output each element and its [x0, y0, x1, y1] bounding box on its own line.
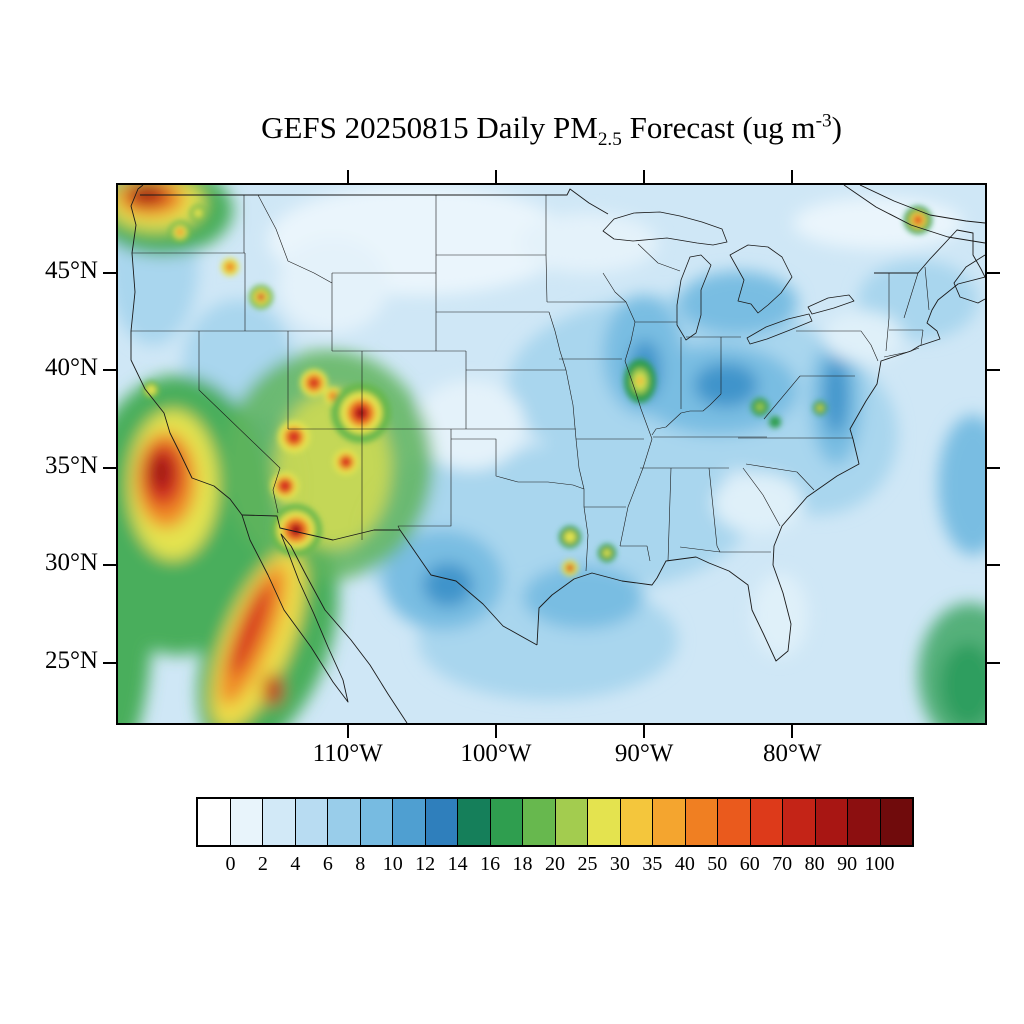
colorbar-tick-label: 30 — [609, 853, 630, 875]
pm25-map — [118, 185, 985, 723]
colorbar-cell — [880, 799, 912, 845]
colorbar-cell — [620, 799, 653, 845]
lat-tick-right — [987, 564, 1000, 567]
colorbar-cell — [815, 799, 848, 845]
colorbar-cell — [718, 799, 751, 845]
colorbar-cell — [555, 799, 588, 845]
title-suffix: ) — [831, 110, 842, 145]
colorbar-tick-label: 20 — [545, 853, 565, 875]
title-subscript: 2.5 — [597, 129, 622, 151]
colorbar-cell — [328, 799, 361, 845]
colorbar-cell — [523, 799, 556, 845]
colorbar-tick-label: 90 — [837, 853, 858, 875]
colorbar-cell — [458, 799, 491, 845]
pm25-field-washes — [118, 185, 985, 723]
lon-tick-bottom — [346, 725, 349, 738]
colorbar-cell — [750, 799, 783, 845]
colorbar-tick-label: 50 — [707, 853, 728, 875]
colorbar-cell — [198, 799, 231, 845]
lat-tick-left — [103, 661, 116, 664]
colorbar-tick-label: 70 — [772, 853, 793, 875]
colorbar-tick-label: 25 — [577, 853, 598, 875]
colorbar-tick-label: 100 — [864, 853, 895, 875]
title-prefix: GEFS 20250815 Daily PM — [261, 110, 598, 145]
colorbar — [196, 797, 914, 847]
lakes-layer — [602, 211, 855, 345]
lon-tick-top — [346, 170, 349, 183]
colorbar-tick-label: 12 — [415, 853, 436, 875]
colorbar-cell — [295, 799, 328, 845]
lat-axis-label: 40°N — [44, 354, 98, 382]
colorbar-cell — [425, 799, 458, 845]
lat-tick-right — [987, 271, 1000, 274]
title-middle: Forecast (ug m — [621, 110, 816, 145]
map-frame — [116, 183, 987, 725]
colorbar-tick-label: 6 — [322, 853, 333, 875]
lat-tick-right — [987, 466, 1000, 469]
colorbar-cell — [685, 799, 718, 845]
colorbar-tick-label: 4 — [290, 853, 301, 875]
colorbar-tick-label: 16 — [480, 853, 501, 875]
lat-tick-left — [103, 271, 116, 274]
lat-tick-left — [103, 564, 116, 567]
state-borders-layer — [131, 194, 930, 572]
colorbar-cell — [230, 799, 263, 845]
lon-axis-label: 90°W — [614, 740, 674, 767]
lat-axis-label: 30°N — [44, 549, 98, 577]
colorbar-cell — [653, 799, 686, 845]
colorbar-tick-label: 0 — [225, 853, 236, 875]
colorbar-tick-label: 35 — [642, 853, 663, 875]
title-superscript: -3 — [815, 110, 832, 132]
lon-tick-bottom — [791, 725, 794, 738]
lon-tick-bottom — [643, 725, 646, 738]
colorbar-cell — [848, 799, 881, 845]
colorbar-tick-label: 40 — [674, 853, 695, 875]
lat-axis-label: 35°N — [44, 451, 98, 479]
colorbar-cell — [360, 799, 393, 845]
colorbar-cell — [783, 799, 816, 845]
lon-axis-label: 100°W — [460, 740, 532, 767]
lat-tick-right — [987, 661, 1000, 664]
lat-axis-label: 25°N — [44, 646, 98, 674]
colorbar-tick-label: 2 — [257, 853, 268, 875]
lat-tick-left — [103, 369, 116, 372]
colorbar-tick-label: 14 — [447, 853, 468, 875]
colorbar-tick-label: 18 — [512, 853, 533, 875]
colorbar-tick-label: 8 — [355, 853, 366, 875]
figure-title: GEFS 20250815 Daily PM2.5 Forecast (ug m… — [118, 110, 985, 151]
lon-tick-top — [494, 170, 497, 183]
colorbar-tick-label: 80 — [804, 853, 825, 875]
lat-tick-left — [103, 466, 116, 469]
colorbar-cell — [588, 799, 621, 845]
lat-tick-right — [987, 369, 1000, 372]
lon-tick-bottom — [494, 725, 497, 738]
lon-axis-label: 110°W — [312, 740, 383, 767]
colorbar-tick-label: 10 — [382, 853, 403, 875]
lon-axis-label: 80°W — [763, 740, 822, 767]
colorbar-tick-label: 60 — [739, 853, 760, 875]
colorbar-cell — [490, 799, 523, 845]
pm25-hotspots — [142, 205, 932, 576]
lon-tick-top — [791, 170, 794, 183]
lon-tick-top — [643, 170, 646, 183]
colorbar-cell — [393, 799, 426, 845]
lat-axis-label: 45°N — [44, 256, 98, 284]
colorbar-cell — [263, 799, 296, 845]
